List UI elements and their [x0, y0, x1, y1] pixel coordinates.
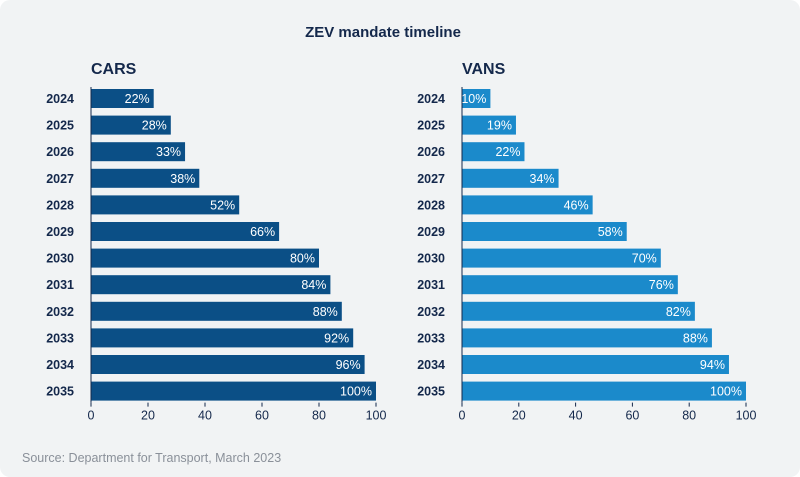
year-label: 2028	[417, 198, 445, 212]
year-label: 2026	[46, 145, 74, 159]
bar-cars-2026	[91, 142, 186, 162]
bar-value-label: 38%	[170, 172, 195, 186]
bar-cars-2027	[91, 168, 200, 188]
panel-cars: CARS 2024 22% 2025 28% 2026 33% 2027 38% 2028 52% 2…	[46, 61, 386, 423]
chart-title: ZEV mandate timeline	[305, 24, 461, 41]
bar-value-label: 92%	[324, 331, 349, 345]
bar-vans-2025	[462, 115, 516, 135]
year-label: 2030	[417, 252, 445, 266]
x-tick-label: 0	[459, 409, 466, 423]
bar-vans-2026	[462, 142, 525, 162]
bar-value-label: 100%	[710, 385, 742, 399]
year-label: 2033	[417, 331, 445, 345]
x-tick-label: 0	[88, 409, 95, 423]
bar-value-label: 66%	[250, 225, 275, 239]
year-label: 2025	[46, 119, 74, 133]
year-label: 2030	[46, 252, 74, 266]
x-tick-label: 20	[512, 409, 526, 423]
bar-value-label: 84%	[301, 278, 326, 292]
year-label: 2032	[46, 305, 74, 319]
bar-value-label: 76%	[649, 278, 674, 292]
bar-cars-2030	[91, 248, 319, 268]
year-label: 2034	[46, 358, 74, 372]
bar-value-label: 88%	[683, 331, 708, 345]
bar-cars-2033	[91, 328, 354, 348]
year-label: 2032	[417, 305, 445, 319]
bar-cars-2029	[91, 222, 280, 241]
year-label: 2029	[46, 225, 74, 239]
x-tick-label: 60	[625, 409, 639, 423]
x-tick-label: 80	[312, 409, 326, 423]
bar-value-label: 22%	[495, 145, 520, 159]
bar-vans-2031	[462, 275, 678, 295]
x-tick-label: 80	[682, 409, 696, 423]
year-label: 2034	[417, 358, 445, 372]
bar-value-label: 88%	[313, 305, 338, 319]
source-note: Source: Department for Transport, March …	[22, 451, 281, 465]
bar-value-label: 33%	[156, 145, 181, 159]
bar-value-label: 52%	[210, 198, 235, 212]
bar-vans-2035	[462, 381, 746, 401]
year-label: 2024	[46, 92, 74, 106]
year-label: 2025	[417, 119, 445, 133]
x-tick-label: 100	[366, 409, 387, 423]
panel-title: VANS	[462, 61, 506, 78]
year-label: 2035	[46, 385, 74, 399]
bar-value-label: 34%	[530, 172, 555, 186]
bar-value-label: 70%	[632, 252, 657, 266]
bar-value-label: 28%	[142, 119, 167, 133]
bar-cars-2034	[91, 355, 365, 374]
bar-vans-2034	[462, 355, 729, 374]
bar-value-label: 58%	[598, 225, 623, 239]
year-label: 2026	[417, 145, 445, 159]
bar-vans-2032	[462, 301, 695, 321]
panel-vans: VANS 2024 10% 2025 19% 2026 22% 2027 34% 2028 46% 2…	[417, 61, 756, 423]
bar-cars-2035	[91, 381, 376, 401]
year-label: 2028	[46, 198, 74, 212]
year-label: 2029	[417, 225, 445, 239]
bar-cars-2031	[91, 275, 331, 295]
x-tick-label: 60	[255, 409, 269, 423]
bar-value-label: 46%	[564, 198, 589, 212]
bar-vans-2029	[462, 222, 627, 241]
bar-value-label: 22%	[125, 92, 150, 106]
bar-cars-2024	[91, 89, 154, 108]
bar-value-label: 10%	[461, 92, 486, 106]
year-label: 2024	[417, 92, 445, 106]
year-label: 2033	[46, 331, 74, 345]
x-tick-label: 20	[141, 409, 155, 423]
bar-value-label: 100%	[340, 385, 372, 399]
x-tick-label: 40	[198, 409, 212, 423]
bar-value-label: 19%	[487, 119, 512, 133]
bar-cars-2025	[91, 115, 171, 135]
bar-vans-2027	[462, 168, 559, 188]
bar-value-label: 96%	[336, 358, 361, 372]
bar-value-label: 82%	[666, 305, 691, 319]
bar-value-label: 94%	[700, 358, 725, 372]
year-label: 2027	[46, 172, 74, 186]
year-label: 2031	[46, 278, 74, 292]
year-label: 2031	[417, 278, 445, 292]
bar-vans-2033	[462, 328, 712, 348]
panel-title: CARS	[91, 61, 137, 78]
year-label: 2035	[417, 385, 445, 399]
bar-cars-2032	[91, 301, 342, 321]
x-tick-label: 40	[569, 409, 583, 423]
x-tick-label: 100	[736, 409, 757, 423]
bar-vans-2024	[462, 89, 491, 108]
bar-vans-2028	[462, 195, 593, 215]
bar-cars-2028	[91, 195, 240, 215]
bar-value-label: 80%	[290, 252, 315, 266]
year-label: 2027	[417, 172, 445, 186]
bar-vans-2030	[462, 248, 661, 268]
